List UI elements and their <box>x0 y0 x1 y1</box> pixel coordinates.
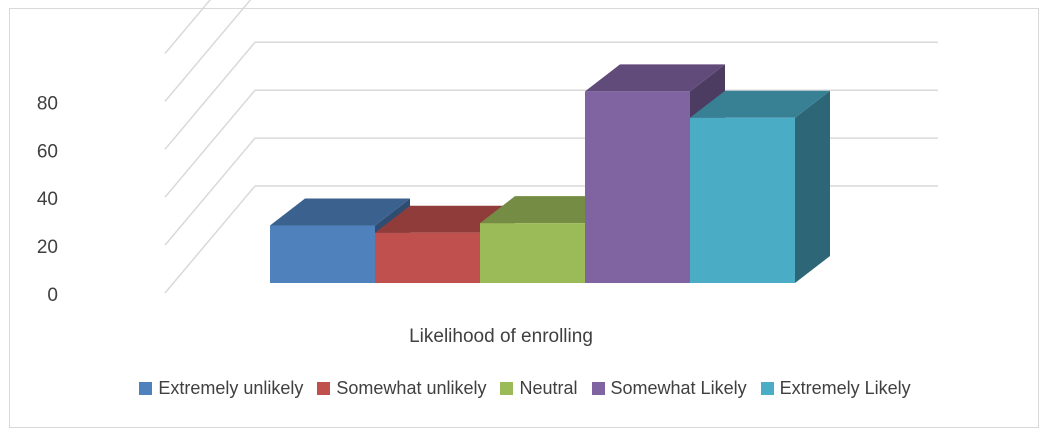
y-tick-label: 20 <box>37 237 58 258</box>
y-tick-label: 0 <box>47 285 58 306</box>
y-tick-label: 40 <box>37 189 58 210</box>
legend-item: Extremely unlikely <box>139 378 303 399</box>
y-axis-ticks: 0 20 40 60 80 <box>37 93 58 306</box>
bar-front <box>585 91 690 284</box>
legend: Extremely unlikely Somewhat unlikely Neutr… <box>0 378 1050 399</box>
bars <box>270 64 830 284</box>
bar-front <box>690 117 795 284</box>
gridline <box>164 41 938 150</box>
chart-plot: 0 20 40 60 80 Likelihood of enrolling <box>37 0 938 347</box>
bar-front <box>480 223 585 283</box>
legend-swatch <box>317 382 331 395</box>
bar-side <box>795 90 830 284</box>
bar-front <box>375 232 480 283</box>
legend-label: Neutral <box>519 378 578 398</box>
legend-item: Somewhat unlikely <box>317 378 486 399</box>
legend-item: Extremely Likely <box>760 378 911 399</box>
legend-swatch <box>760 382 774 395</box>
gridline <box>164 0 211 54</box>
legend-item: Somewhat Likely <box>591 378 747 399</box>
legend-swatch <box>591 382 605 395</box>
legend-label: Somewhat Likely <box>610 378 747 398</box>
y-tick-label: 60 <box>37 141 58 162</box>
bar-front <box>270 225 375 283</box>
bar-top <box>585 64 725 92</box>
legend-item: Neutral <box>500 378 578 399</box>
bar-top <box>690 90 830 118</box>
legend-label: Extremely Likely <box>779 378 911 398</box>
bar-extremely-likely <box>690 90 830 284</box>
gridline <box>164 0 252 102</box>
legend-label: Somewhat unlikely <box>336 378 487 398</box>
bar-top <box>270 198 410 226</box>
legend-label: Extremely unlikely <box>158 378 304 398</box>
legend-swatch <box>139 382 153 395</box>
y-tick-label: 80 <box>37 93 58 114</box>
category-label: Likelihood of enrolling <box>409 326 593 347</box>
legend-swatch <box>500 382 514 395</box>
